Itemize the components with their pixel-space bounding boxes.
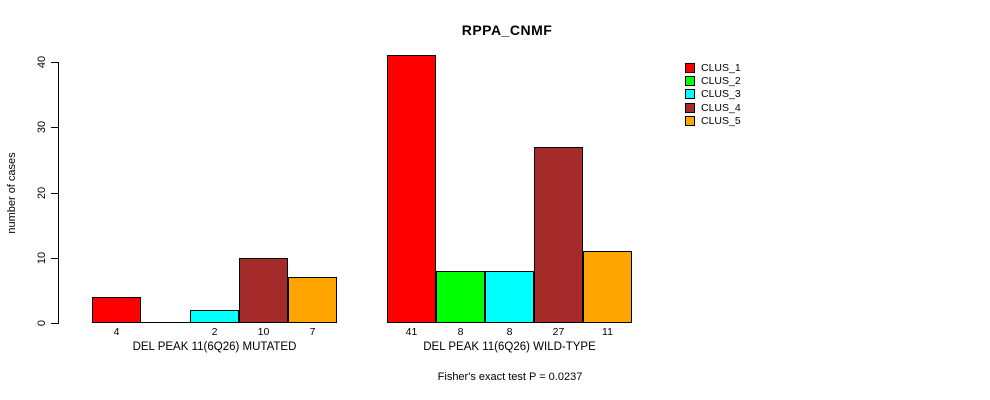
y-axis-tick-label: 20 <box>36 186 48 200</box>
y-axis-tick <box>51 127 58 128</box>
y-axis-tick <box>51 323 58 324</box>
bar-count-label: 8 <box>506 326 513 338</box>
legend-label: CLUS_5 <box>701 115 741 128</box>
legend-swatch-icon <box>685 76 695 87</box>
bar-clus_5 <box>288 277 337 323</box>
legend-label: CLUS_4 <box>701 101 741 114</box>
legend-label: CLUS_2 <box>701 75 741 88</box>
y-axis-tick <box>51 62 58 63</box>
legend-swatch-icon <box>685 102 695 113</box>
y-axis-tick-label: 40 <box>36 55 48 69</box>
y-axis-tick <box>51 258 58 259</box>
legend-item-clus_2: CLUS_2 <box>685 74 741 87</box>
chart-title: RPPA_CNMF <box>461 22 553 38</box>
y-axis-line <box>58 62 59 324</box>
bar-clus_4 <box>534 147 583 323</box>
y-axis-tick-label: 10 <box>36 251 48 265</box>
y-axis-label: number of cases <box>6 152 18 234</box>
bar-clus_1 <box>92 297 141 323</box>
bar-count-label: 11 <box>602 326 613 338</box>
bar-clus_1 <box>387 55 436 323</box>
legend-item-clus_4: CLUS_4 <box>685 101 741 114</box>
y-axis-tick <box>51 193 58 194</box>
y-axis-tick-label: 30 <box>36 120 48 134</box>
bar-clus_4 <box>239 258 288 323</box>
x-group-label-mutated: DEL PEAK 11(6Q26) MUTATED <box>132 341 297 353</box>
bar-count-label: 10 <box>257 326 270 338</box>
bar-count-label: 2 <box>211 326 218 338</box>
fisher-exact-test-annotation: Fisher's exact test P = 0.0237 <box>437 371 583 383</box>
legend-label: CLUS_1 <box>701 61 741 74</box>
bar-clus_2-zero <box>141 322 190 323</box>
y-axis-tick-label: 0 <box>36 319 48 327</box>
bar-clus_2 <box>436 271 485 323</box>
bar-clus_5 <box>583 251 632 323</box>
legend-swatch-icon <box>685 62 695 73</box>
legend-swatch-icon <box>685 89 695 100</box>
legend-item-clus_3: CLUS_3 <box>685 88 741 101</box>
bar-clus_3 <box>485 271 534 323</box>
legend-item-clus_5: CLUS_5 <box>685 115 741 128</box>
legend-item-clus_1: CLUS_1 <box>685 61 741 74</box>
x-group-label-wild-type: DEL PEAK 11(6Q26) WILD-TYPE <box>423 341 596 353</box>
bar-count-label: 41 <box>405 326 418 338</box>
legend: CLUS_1 CLUS_2 CLUS_3 CLUS_4 CLUS_5 <box>685 61 741 128</box>
legend-label: CLUS_3 <box>701 88 741 101</box>
bar-count-label: 4 <box>113 326 120 338</box>
bar-count-label: 8 <box>457 326 464 338</box>
bar-count-label: 7 <box>309 326 316 338</box>
bar-clus_3 <box>190 310 239 323</box>
legend-swatch-icon <box>685 116 695 127</box>
bar-count-label: 27 <box>552 326 565 338</box>
